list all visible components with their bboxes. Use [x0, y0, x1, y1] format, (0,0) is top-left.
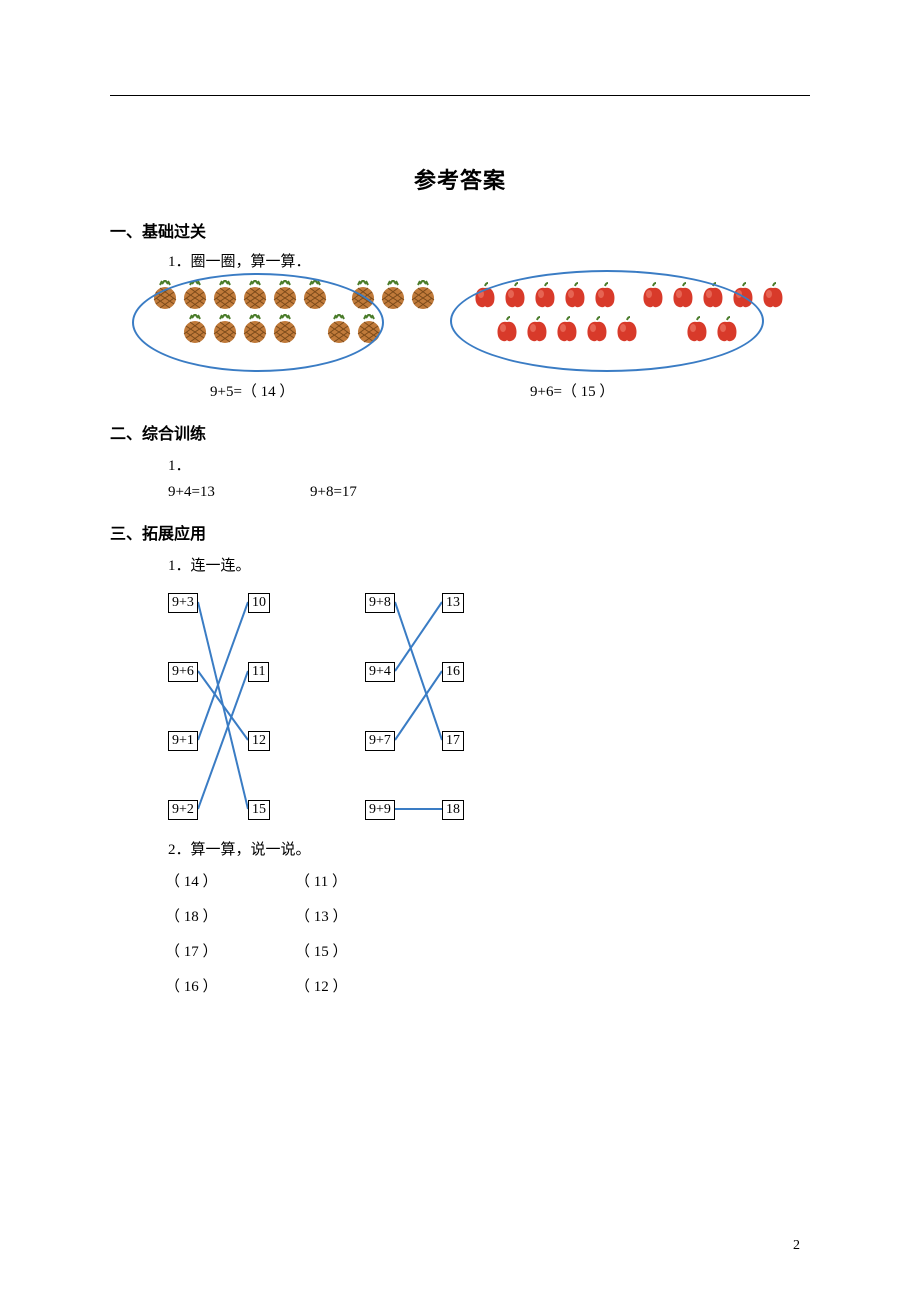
match-box-left: 9+2: [168, 800, 198, 820]
result-cell: （ 16 ）: [165, 975, 295, 996]
result-cell: （ 14 ）: [165, 870, 295, 891]
match-box-right: 11: [248, 662, 269, 682]
match-box-left: 9+6: [168, 662, 198, 682]
result-cell: （ 18 ）: [165, 905, 295, 926]
match-box-left: 9+3: [168, 593, 198, 613]
match-box-left: 9+1: [168, 731, 198, 751]
result-cell: （ 15 ）: [295, 940, 425, 961]
match-box-left: 9+4: [365, 662, 395, 682]
result-cell: （ 13 ）: [295, 905, 425, 926]
match-box-right: 18: [442, 800, 464, 820]
match-box-left: 9+7: [365, 731, 395, 751]
match-box-right: 16: [442, 662, 464, 682]
match-box-right: 13: [442, 593, 464, 613]
result-cell: （ 17 ）: [165, 940, 295, 961]
match-lines: [0, 0, 920, 1302]
match-box-right: 12: [248, 731, 270, 751]
match-box-right: 15: [248, 800, 270, 820]
result-cell: （ 12 ）: [295, 975, 425, 996]
result-cell: （ 11 ）: [295, 870, 425, 891]
match-box-left: 9+8: [365, 593, 395, 613]
section3-sub2: 2．算一算，说一说。: [168, 838, 311, 859]
match-box-right: 10: [248, 593, 270, 613]
result-grid: （ 14 ）（ 11 ）（ 18 ）（ 13 ）（ 17 ）（ 15 ）（ 16…: [165, 870, 425, 1010]
match-box-left: 9+9: [365, 800, 395, 820]
match-box-right: 17: [442, 731, 464, 751]
